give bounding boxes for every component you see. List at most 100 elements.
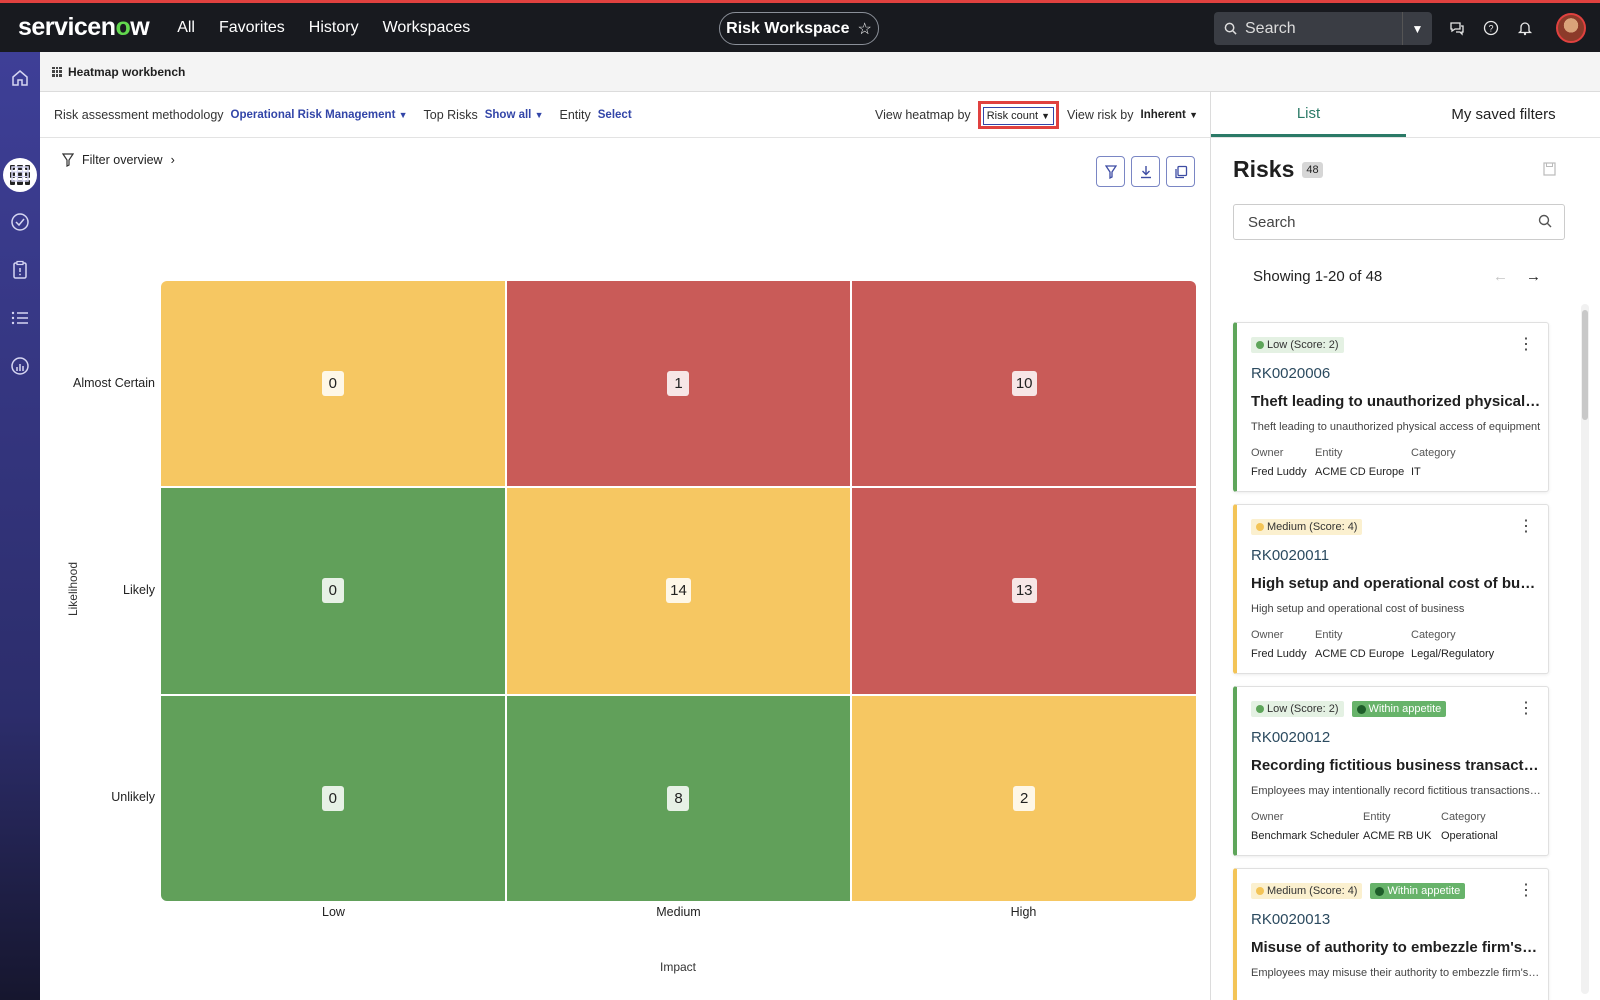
save-icon[interactable]	[1543, 162, 1556, 179]
view-heatmap-by-label: View heatmap by	[875, 108, 971, 122]
status-dot-icon	[1256, 705, 1264, 713]
view-risk-by-dropdown[interactable]: Inherent ▼	[1140, 109, 1199, 121]
heatmap-cell[interactable]: 8	[506, 695, 851, 901]
help-icon[interactable]: ?	[1482, 19, 1500, 37]
heatmap-cell[interactable]: 10	[852, 281, 1196, 487]
risk-card[interactable]: Low (Score: 2) ⋮ RK0020006 Theft leading to…	[1233, 322, 1549, 492]
risk-description: Employees may intentionally record ficti…	[1251, 785, 1541, 797]
user-avatar[interactable]	[1556, 13, 1586, 43]
star-icon[interactable]: ☆	[857, 20, 872, 38]
nav-all[interactable]: All	[177, 18, 195, 36]
download-button[interactable]	[1131, 156, 1160, 187]
heatmap-cell-value: 0	[321, 371, 344, 397]
category-value: Legal/Regulatory	[1411, 648, 1495, 660]
check-circle-icon[interactable]	[8, 210, 32, 234]
methodology-dropdown[interactable]: Operational Risk Management ▼	[230, 108, 408, 121]
risk-id[interactable]: RK0020006	[1251, 365, 1331, 382]
heatmap-cell-value: 14	[666, 578, 691, 604]
entity-label: Entity	[1315, 629, 1343, 641]
heatmap-cell[interactable]: 14	[506, 488, 851, 694]
list-icon[interactable]	[8, 306, 32, 330]
view-heatmap-by-dropdown[interactable]: Risk count ▼	[982, 107, 1055, 125]
owner-label: Owner	[1251, 447, 1284, 459]
filter-button[interactable]	[1096, 156, 1125, 187]
entity-select-link[interactable]: Select	[597, 108, 632, 121]
global-search-input[interactable]: Search	[1214, 12, 1402, 45]
more-options-icon[interactable]: ⋮	[1518, 700, 1534, 717]
nav-favorites[interactable]: Favorites	[218, 18, 285, 36]
nav-workspaces[interactable]: Workspaces	[382, 18, 471, 36]
heatmap-cell[interactable]: 2	[852, 695, 1196, 901]
chevron-right-icon: ›	[170, 153, 175, 167]
global-search-placeholder: Search	[1245, 19, 1296, 37]
heatmap-cell-value: 10	[1011, 371, 1037, 397]
entity-value: ACME CD Europe	[1315, 466, 1405, 478]
risk-id[interactable]: RK0020013	[1251, 911, 1331, 928]
risk-id[interactable]: RK0020012	[1251, 729, 1331, 746]
owner-label: Owner	[1251, 811, 1284, 823]
heatmap-cell[interactable]: 0	[161, 695, 505, 901]
tab-list[interactable]: List	[1211, 92, 1406, 137]
view-heatmap-by-highlight: Risk count ▼	[977, 101, 1060, 129]
heatmap-cell-value: 8	[667, 785, 690, 811]
filter-overview-label: Filter overview	[82, 153, 163, 167]
more-options-icon[interactable]: ⋮	[1518, 518, 1534, 535]
servicenow-logo[interactable]: servicenow	[18, 13, 150, 41]
scrollbar-thumb[interactable]	[1582, 310, 1588, 420]
risk-id[interactable]: RK0020011	[1251, 547, 1330, 564]
top-risks-label: Top Risks	[423, 107, 478, 122]
y-axis-tick-label: Almost Certain	[73, 376, 155, 391]
scrollbar-track[interactable]	[1581, 304, 1589, 994]
heatmap-cell[interactable]: 0	[161, 488, 505, 694]
more-options-icon[interactable]: ⋮	[1518, 336, 1534, 353]
risk-score-badge: Medium (Score: 4)	[1251, 519, 1363, 535]
heatmap-cell[interactable]: 1	[506, 281, 851, 487]
x-axis-title: Impact	[659, 960, 696, 974]
previous-page-arrow-icon[interactable]: ←	[1493, 268, 1508, 285]
filter-overview-toggle[interactable]: Filter overview ›	[62, 153, 175, 167]
table-icon[interactable]	[8, 162, 32, 186]
category-label: Category	[1411, 447, 1456, 459]
risk-title: Misuse of authority to embezzle firm's a…	[1251, 939, 1541, 956]
workbench-header: Heatmap workbench	[40, 52, 1600, 92]
risk-score-badge: Medium (Score: 4)	[1251, 883, 1363, 899]
risks-search-input[interactable]: Search	[1233, 204, 1565, 240]
top-navigation-bar: servicenow All Favorites History Workspa…	[0, 0, 1600, 52]
search-icon	[1538, 214, 1552, 228]
caret-down-icon: ▼	[398, 109, 408, 120]
home-icon[interactable]	[8, 66, 32, 90]
analytics-icon[interactable]	[8, 354, 32, 378]
risk-heatmap: 0 1 10 0 14 13 0 8 2	[161, 281, 1196, 901]
appetite-badge: Within appetite	[1351, 701, 1447, 717]
owner-value: Benchmark Scheduler	[1251, 830, 1360, 842]
nav-history[interactable]: History	[308, 18, 359, 36]
caret-down-icon: ▼	[534, 109, 544, 120]
risks-panel: List My saved filters Risks 48 Search Sh…	[1210, 92, 1600, 1000]
pagination-status: Showing 1-20 of 48	[1253, 268, 1383, 285]
risk-card[interactable]: Low (Score: 2) Within appetite ⋮ RK0020012 R…	[1233, 686, 1549, 856]
heatmap-cell[interactable]: 0	[161, 281, 505, 487]
risks-count-badge: 48	[1302, 161, 1323, 178]
entity-value: ACME RB UK	[1363, 830, 1432, 842]
left-rail	[0, 52, 40, 1000]
heatmap-cell[interactable]: 13	[852, 488, 1196, 694]
next-page-arrow-icon[interactable]: →	[1526, 268, 1541, 285]
risk-card[interactable]: Medium (Score: 4) Within appetite ⋮ RK00200…	[1233, 868, 1549, 1000]
more-options-icon[interactable]: ⋮	[1518, 882, 1534, 899]
workspace-title-pill[interactable]: Risk Workspace ☆	[719, 12, 879, 45]
caret-down-icon: ▼	[1041, 111, 1051, 121]
copy-button[interactable]	[1166, 156, 1195, 187]
bell-icon[interactable]	[1516, 19, 1534, 37]
tab-my-saved-filters[interactable]: My saved filters	[1451, 106, 1556, 123]
owner-value: Fred Luddy	[1251, 648, 1307, 660]
top-risks-dropdown[interactable]: Show all ▼	[484, 108, 544, 121]
search-scope-dropdown[interactable]: ▼	[1402, 12, 1432, 45]
category-label: Category	[1441, 811, 1486, 823]
clipboard-icon[interactable]	[8, 258, 32, 282]
appetite-badge: Within appetite	[1370, 883, 1466, 899]
filter-icon	[1104, 164, 1117, 179]
risk-card[interactable]: Medium (Score: 4) ⋮ RK0020011 High setup an…	[1233, 504, 1549, 674]
chat-icon[interactable]	[1448, 19, 1466, 37]
x-axis-tick-label: High	[1010, 905, 1037, 919]
chevron-down-icon: ▼	[1411, 21, 1424, 36]
